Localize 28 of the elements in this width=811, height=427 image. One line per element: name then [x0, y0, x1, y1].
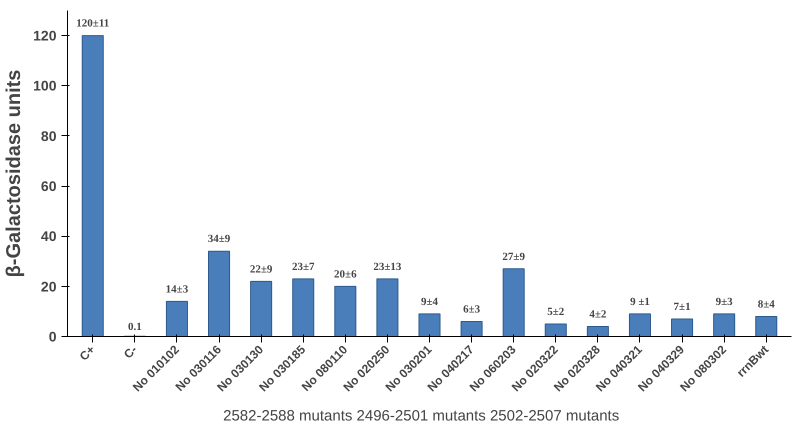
y-tick-label: 80 [40, 128, 57, 144]
data-label: 9±4 [420, 296, 439, 308]
y-tick-label: 100 [33, 78, 57, 94]
data-label: 20±6 [334, 268, 358, 280]
x-tick-label: C+ [76, 342, 98, 364]
data-label: 9±3 [716, 296, 734, 308]
x-axis-title: 2582-2588 mutants 2496-2501 mutants 2502-2507 mutants [223, 407, 620, 424]
data-label: 23±13 [373, 260, 402, 273]
y-tick-label: 40 [40, 228, 57, 244]
y-axis-title: β-Galactosidase units [3, 70, 26, 278]
data-label: 8±4 [758, 298, 776, 310]
data-label: 23±7 [292, 260, 315, 273]
y-tick-label: 60 [40, 178, 57, 194]
y-tick-label: 0 [48, 328, 57, 344]
data-label: 4±2 [589, 308, 607, 320]
x-tick-label: C- [120, 342, 140, 362]
data-label: 120±11 [76, 18, 110, 30]
data-label: 7±1 [674, 300, 691, 313]
data-label: 9 ±1 [630, 296, 650, 308]
y-tick-label: 120 [33, 28, 57, 44]
data-label: 22±9 [250, 263, 273, 276]
data-label: 0.1 [128, 321, 142, 334]
data-label: 14±3 [166, 283, 189, 296]
data-label: 34±9 [208, 233, 231, 246]
data-label: 6±3 [463, 303, 481, 316]
y-tick-label: 20 [40, 278, 57, 294]
data-label: 27±9 [502, 250, 526, 263]
data-label: 5±2 [547, 306, 565, 318]
